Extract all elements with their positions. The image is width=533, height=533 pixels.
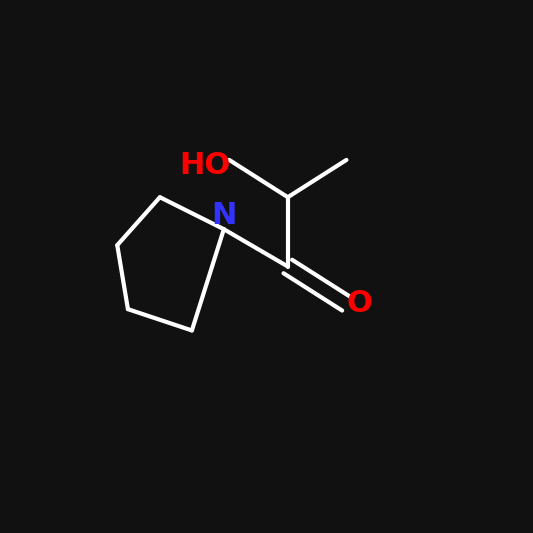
Text: HO: HO (180, 151, 231, 180)
Text: O: O (347, 289, 373, 318)
Text: N: N (211, 201, 237, 230)
